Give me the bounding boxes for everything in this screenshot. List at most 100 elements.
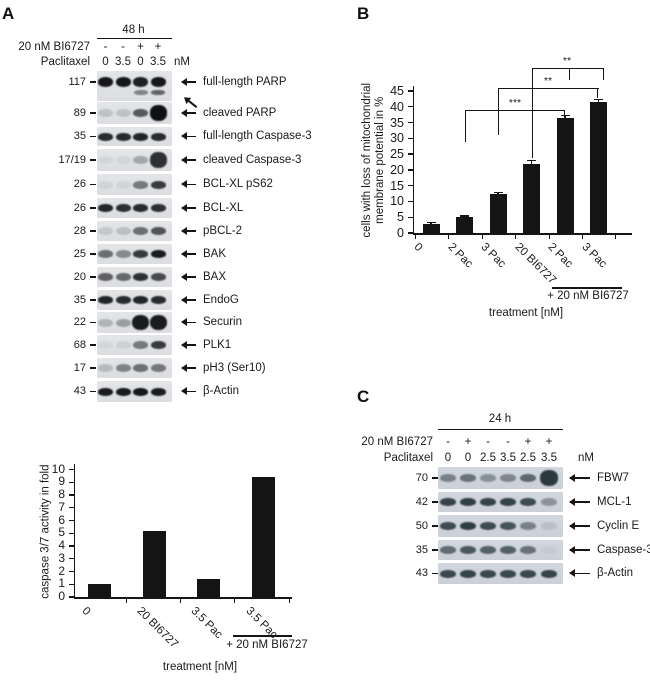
caspase-chart-x-tick	[180, 598, 182, 603]
panel-c-band-arrow-left-icon	[569, 474, 590, 481]
panel-a-mw-label: 17	[73, 361, 86, 374]
mmp-chart-x-tick	[582, 234, 584, 239]
mmp-chart-error-cap	[594, 98, 603, 101]
panel-a-label: A	[2, 4, 15, 23]
panel-a-band-arrow-left-icon	[181, 132, 196, 140]
blot-band	[541, 569, 557, 578]
mmp-chart-y-tick-label: 20	[390, 162, 404, 177]
panel-a-mw-dash	[90, 367, 96, 369]
panel-a-mw-label: 89	[73, 106, 86, 119]
panel-a-treatment1-value: -	[121, 41, 125, 53]
panel-a-band-label: EndoG	[203, 293, 239, 306]
caspase-chart-bar	[87, 584, 111, 597]
blot-band	[520, 546, 536, 554]
panel-a-band-arrow-left-icon	[181, 296, 196, 303]
panel-a-mw-label: 25	[73, 247, 86, 260]
panel-c-band-label: β-Actin	[597, 567, 634, 579]
blot-band	[150, 204, 166, 212]
blot-band	[115, 273, 131, 281]
panel-a-band-label: full-length PARP	[203, 75, 287, 88]
blot-band	[150, 273, 166, 281]
blot-band	[115, 77, 131, 87]
mmp-chart-sig-bracket	[464, 110, 565, 112]
blot-band	[133, 296, 148, 304]
blot-band	[460, 522, 476, 530]
panel-a-band-arrow-left-icon	[181, 341, 196, 348]
caspase-chart-bar	[251, 477, 275, 597]
mmp-chart-error-whisker	[430, 222, 432, 224]
caspase-chart-x-category-label: 0	[79, 605, 93, 619]
mmp-chart-bar	[422, 223, 440, 233]
blot-band	[480, 474, 496, 482]
panel-c-mw-label: 43	[415, 567, 428, 579]
panel-c-treatment1-value: +	[464, 436, 472, 448]
panel-a-mw-dash	[90, 344, 96, 346]
panel-c-treatment2-value: 2.5	[520, 452, 536, 464]
panel-a-time-underline	[97, 38, 172, 40]
panel-a-band-label: BCL-XL	[203, 201, 244, 214]
mmp-chart-y-tick-label: 25	[390, 147, 404, 162]
panel-a-mw-dash	[90, 183, 96, 186]
mmp-chart-x-category-label: 0	[411, 241, 425, 255]
mmp-chart-y-tick	[408, 121, 413, 124]
panel-c-treatment2-value: 0	[444, 452, 452, 464]
blot-band	[500, 569, 516, 578]
panel-a-mw-label: 35	[73, 293, 86, 306]
mmp-chart-sig-right-arm	[597, 88, 599, 98]
panel-a-mw-dash	[90, 207, 96, 209]
mmp-chart-error-whisker	[497, 192, 499, 195]
blot-band	[150, 77, 166, 87]
panel-c-band-arrow-left-icon	[569, 569, 590, 577]
blot-band	[115, 180, 131, 189]
blot-band	[98, 341, 113, 349]
blot-band	[150, 387, 166, 396]
mmp-chart-x-category-label: 2 Pac	[445, 241, 475, 271]
panel-a-mw-dash	[90, 135, 96, 138]
blot-band	[98, 296, 113, 304]
blot-band	[133, 132, 148, 141]
panel-c-time-underline	[438, 429, 563, 431]
panel-a-parp-intermediate-arrow-icon	[184, 97, 198, 108]
blot-band	[149, 105, 167, 121]
panel-b-label: B	[357, 4, 370, 23]
panel-a-band-arrow-left-icon	[181, 318, 196, 326]
panel-a-mw-label: 26	[73, 178, 86, 190]
blot-band	[500, 498, 516, 506]
caspase-chart-y-tick	[69, 494, 74, 496]
blot-band	[150, 341, 166, 349]
mmp-chart-y-tick-label: 30	[390, 131, 404, 146]
caspase-chart-group-annotation-line	[233, 635, 292, 637]
panel-a-band-arrow-left-icon	[181, 250, 196, 257]
blot-band	[115, 296, 131, 304]
blot-band	[500, 546, 516, 554]
mmp-chart-x-axis-label: treatment [nM]	[488, 307, 564, 319]
mmp-chart-sig-left-arm	[498, 88, 500, 135]
blot-band	[98, 180, 113, 189]
mmp-chart-bar	[456, 217, 473, 233]
mmp-chart-y-tick-label: 0	[397, 226, 404, 240]
panel-c-band-arrow-left-icon	[569, 522, 590, 529]
panel-c-mw-dash	[432, 477, 438, 479]
blot-band	[150, 250, 166, 258]
blot-band	[150, 180, 166, 189]
panel-c-mw-dash	[432, 572, 438, 575]
panel-a-treatment2-value: 0	[102, 56, 109, 68]
mmp-chart-error-whisker	[463, 215, 466, 218]
mmp-chart-error-whisker	[530, 160, 533, 164]
blot-band	[115, 204, 131, 212]
blot-band	[500, 474, 516, 482]
caspase-chart-y-tick	[69, 519, 74, 522]
panel-a-band-label: cleaved PARP	[203, 106, 277, 119]
panel-a-mw-dash	[90, 112, 96, 114]
panel-a-treatment1-value: -	[103, 41, 108, 53]
blot-band	[98, 77, 113, 87]
panel-c-treatment2-value: 0	[464, 452, 472, 464]
mmp-chart-group-annotation-line	[552, 287, 622, 289]
mmp-chart-y-tick	[408, 153, 413, 155]
caspase-chart-y-tick-label: 6	[58, 512, 65, 527]
panel-a-mw-label: 20	[73, 270, 86, 283]
mmp-chart-sig-bracket	[531, 68, 604, 70]
mmp-chart-error-cap	[560, 115, 570, 117]
blot-band	[541, 546, 557, 554]
